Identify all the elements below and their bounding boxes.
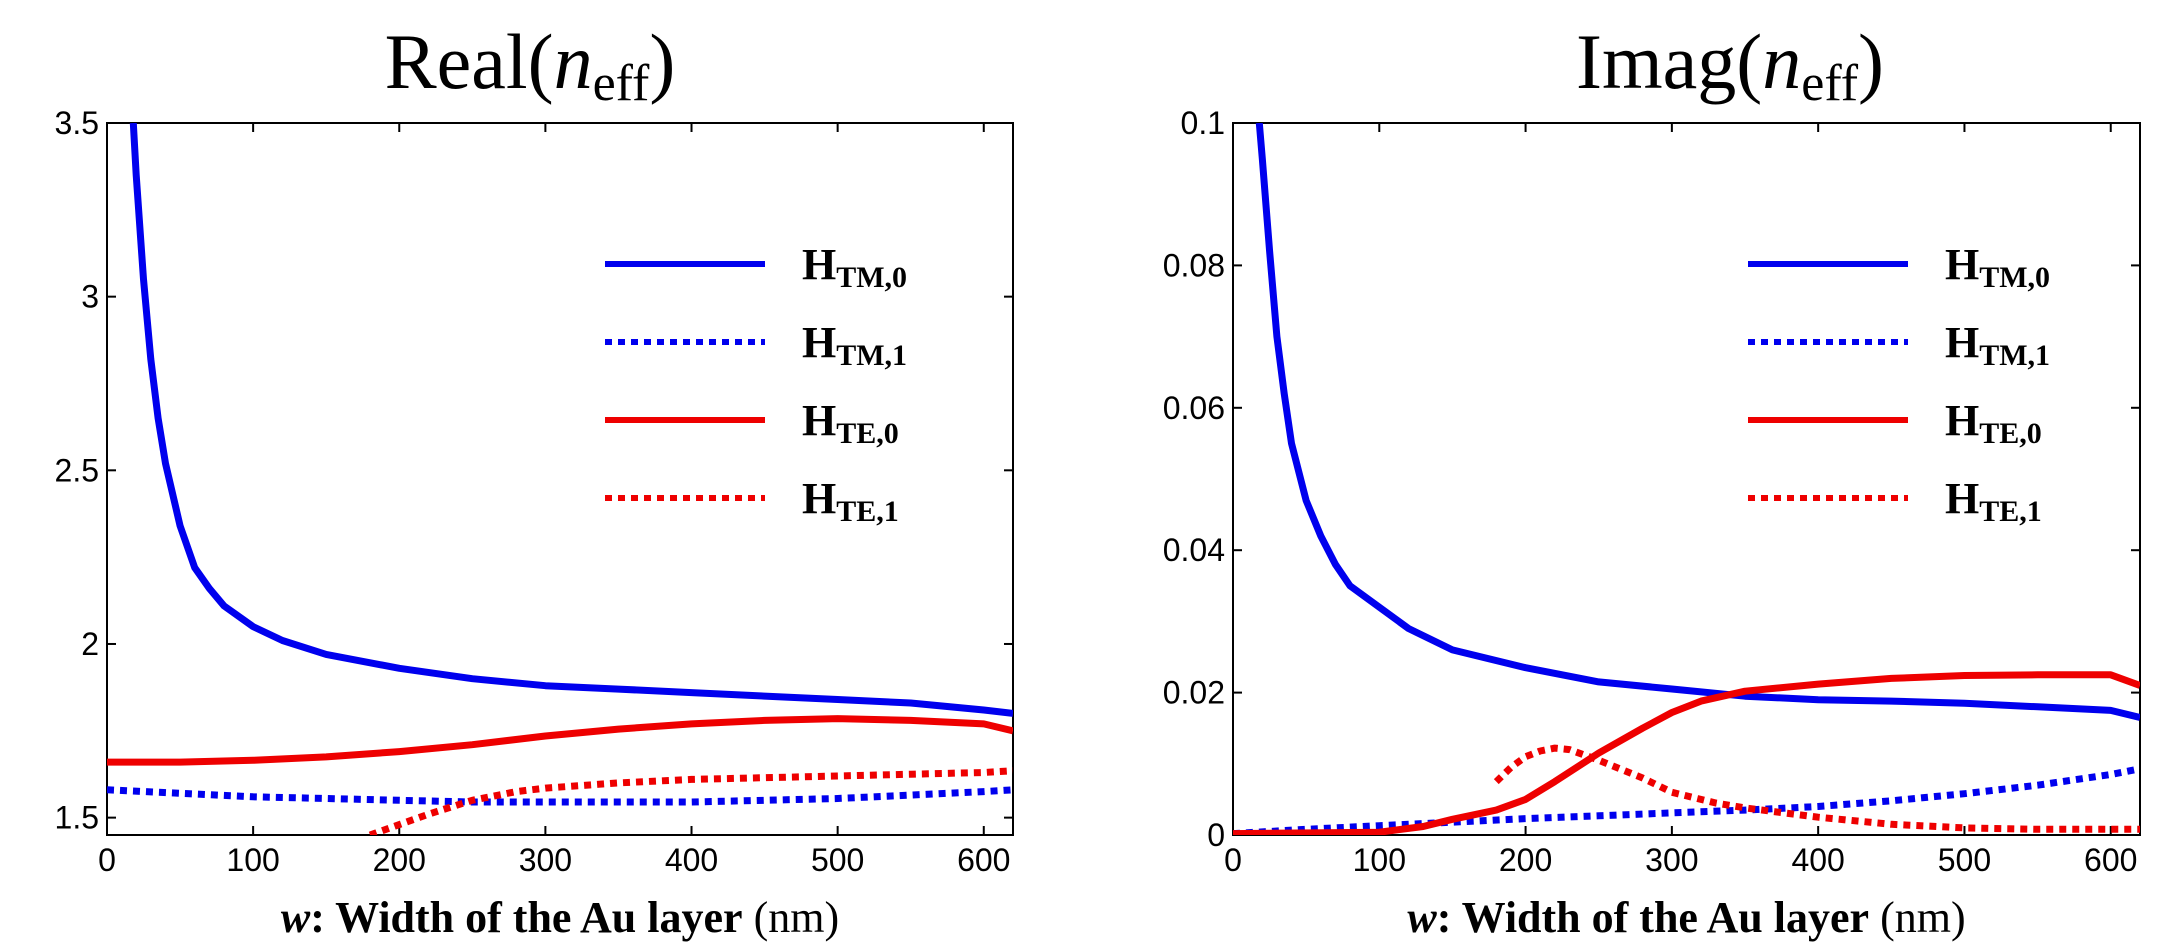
plot-frame <box>106 122 1014 836</box>
x-axis-label: w: Width of the Au layer (nm) <box>281 893 839 942</box>
legend-label-main: H <box>1945 240 1979 289</box>
legend-label: HTM,0 <box>1945 240 2050 294</box>
x-label-italic: w <box>281 893 311 942</box>
legend-label-main: H <box>802 318 836 367</box>
x-label-bold: : Width of the Au layer <box>1437 893 1869 942</box>
chart-title: Real(neff) <box>385 18 676 112</box>
legend-label: HTM,1 <box>802 318 907 372</box>
x-tick-label: 200 <box>1499 842 1552 878</box>
title-prefix: Real( <box>385 18 554 105</box>
series-lines <box>107 123 1013 835</box>
legend-label: HTE,1 <box>802 474 899 528</box>
legend-label-sub: TM,0 <box>836 261 907 294</box>
chart-title: Imag(neff) <box>1576 18 1884 112</box>
x-label-unit: (nm) <box>743 893 840 942</box>
title-suffix: ) <box>1858 18 1884 105</box>
series-line-h-te-0 <box>1233 671 2140 835</box>
title-italic: n <box>554 18 593 105</box>
x-tick-label: 0 <box>98 842 116 878</box>
y-tick-label: 0.04 <box>1163 532 1225 568</box>
y-tick-label: 2 <box>81 626 99 662</box>
legend-label-main: H <box>1945 318 1979 367</box>
x-tick-label: 600 <box>2084 842 2137 878</box>
legend-label-main: H <box>1945 396 1979 445</box>
x-tick-label: 400 <box>665 842 718 878</box>
x-label-unit: (nm) <box>1869 893 1966 942</box>
x-tick-label: 300 <box>1645 842 1698 878</box>
legend-label-main: H <box>802 396 836 445</box>
x-label-bold: : Width of the Au layer <box>310 893 742 942</box>
legend-label: HTE,0 <box>1945 396 2042 450</box>
legend-label: HTM,0 <box>802 240 907 294</box>
y-tick-label: 1.5 <box>55 800 99 836</box>
title-subscript: eff <box>1801 55 1858 112</box>
y-tick-label: 0.02 <box>1163 675 1225 711</box>
real-panel: Real(neff) 0 100 200 300 400 500 600 1.5 2 2.5 3 3.5… <box>55 18 1014 942</box>
series-line-h-te-0 <box>107 715 1013 766</box>
x-label-italic: w <box>1407 893 1437 942</box>
legend-label-main: H <box>802 240 836 289</box>
legend-label-main: H <box>802 474 836 523</box>
x-tick-label: 500 <box>811 842 864 878</box>
x-tick-label: 100 <box>226 842 279 878</box>
x-tick-label: 0 <box>1224 842 1242 878</box>
legend-label-sub: TM,1 <box>836 339 907 372</box>
series-line-h-tm-0 <box>129 123 1013 717</box>
legend-label: HTE,0 <box>802 396 899 450</box>
legend-label-sub: TE,0 <box>1979 417 2042 450</box>
y-tick-label: 3 <box>81 279 99 315</box>
legend-label-sub: TE,1 <box>1979 495 2042 528</box>
series-line-h-te-1 <box>1493 744 2140 833</box>
y-tick-label: 3.5 <box>55 105 99 141</box>
y-tick-label: 0.06 <box>1163 390 1225 426</box>
legend-label-sub: TE,0 <box>836 417 899 450</box>
title-suffix: ) <box>649 18 675 105</box>
x-tick-label: 300 <box>519 842 572 878</box>
x-tick-label: 400 <box>1791 842 1844 878</box>
legend-label: HTM,1 <box>1945 318 2050 372</box>
legend-label-sub: TE,1 <box>836 495 899 528</box>
series-line-h-tm-1 <box>107 786 1013 806</box>
title-subscript: eff <box>593 55 650 112</box>
series-line-h-tm-1 <box>1233 765 2140 835</box>
title-italic: n <box>1762 18 1801 105</box>
legend-label-main: H <box>1945 474 1979 523</box>
x-tick-label: 500 <box>1938 842 1991 878</box>
legend-label: HTE,1 <box>1945 474 2042 528</box>
y-tick-label: 0.1 <box>1181 105 1225 141</box>
x-axis-label: w: Width of the Au layer (nm) <box>1407 893 1965 942</box>
title-prefix: Imag( <box>1576 18 1762 105</box>
y-tick-label: 0.08 <box>1163 247 1225 283</box>
legend-label-sub: TM,1 <box>1979 339 2050 372</box>
imag-panel: Imag(neff) 0 100 200 300 400 500 600 0 0.02 0.04 0.… <box>1163 18 2141 942</box>
plot-frame <box>1232 122 2141 836</box>
series-lines <box>1233 123 2140 835</box>
series-line-h-tm-0 <box>1255 123 2140 721</box>
x-tick-label: 600 <box>957 842 1010 878</box>
x-tick-label: 200 <box>373 842 426 878</box>
y-tick-label: 2.5 <box>55 452 99 488</box>
x-tick-label: 100 <box>1353 842 1406 878</box>
y-tick-label: 0 <box>1207 817 1225 853</box>
legend-label-sub: TM,0 <box>1979 261 2050 294</box>
series-line-h-te-1 <box>368 767 1013 835</box>
